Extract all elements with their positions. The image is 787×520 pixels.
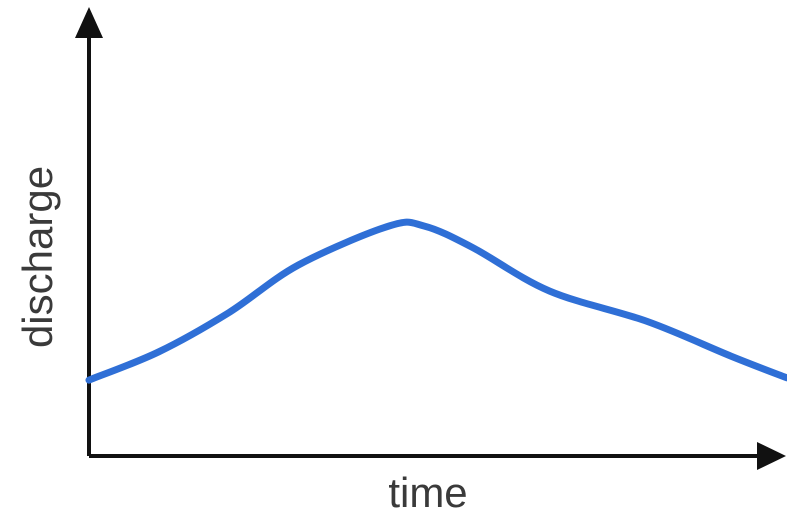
axes bbox=[75, 7, 786, 470]
y-axis-label: discharge bbox=[14, 166, 61, 348]
series-layer bbox=[85, 218, 787, 384]
discharge-curve-line bbox=[85, 218, 787, 384]
y-axis-arrow-icon bbox=[75, 7, 103, 38]
x-axis-arrow-icon bbox=[757, 442, 786, 470]
x-axis-label: time bbox=[388, 469, 467, 516]
